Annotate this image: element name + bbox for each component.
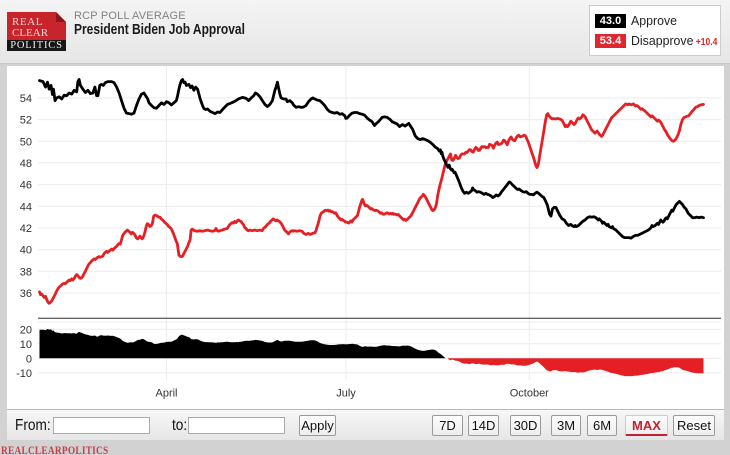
svg-text:0: 0: [26, 353, 32, 365]
svg-text:50: 50: [20, 136, 32, 148]
svg-text:48: 48: [20, 158, 32, 170]
svg-text:38: 38: [20, 266, 32, 278]
svg-text:April: April: [155, 388, 177, 400]
svg-text:42: 42: [20, 223, 32, 235]
svg-text:54: 54: [20, 93, 32, 105]
svg-text:20: 20: [20, 324, 32, 336]
svg-text:10: 10: [20, 339, 32, 351]
svg-text:July: July: [336, 388, 356, 400]
svg-text:40: 40: [20, 245, 32, 257]
svg-text:-10: -10: [16, 368, 32, 380]
svg-text:44: 44: [20, 201, 32, 213]
svg-text:October: October: [510, 388, 549, 400]
svg-text:36: 36: [20, 288, 32, 300]
svg-text:46: 46: [20, 180, 32, 192]
svg-text:52: 52: [20, 115, 32, 127]
